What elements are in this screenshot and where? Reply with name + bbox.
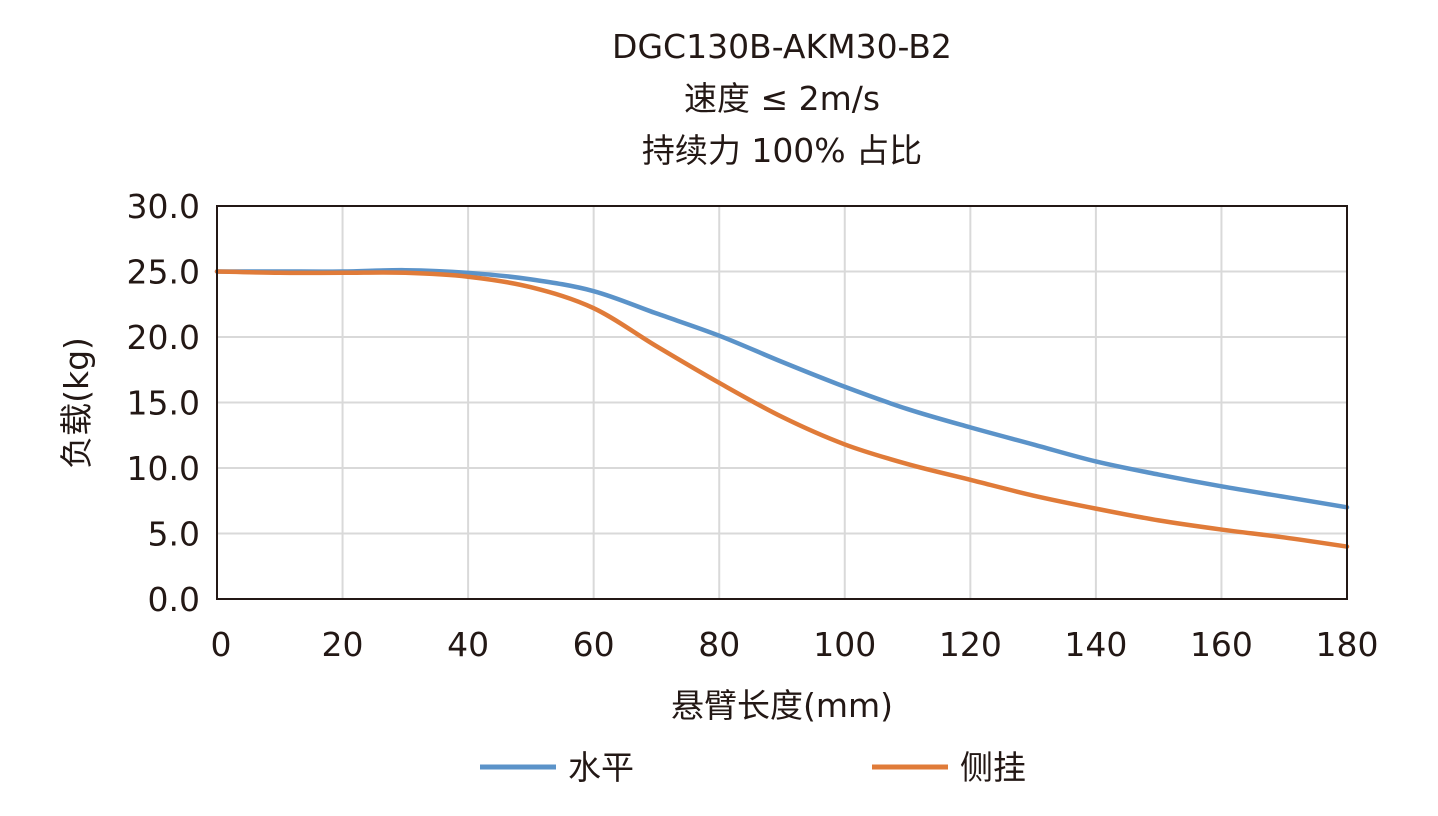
legend-label: 水平 — [568, 748, 634, 787]
plot-frame — [216, 205, 1348, 600]
y-tick-label: 10.0 — [127, 449, 200, 488]
series-line-1 — [214, 269, 1350, 549]
chart-title: DGC130B-AKM30-B2 速度 ≤ 2m/s 持续力 100% 占比 — [612, 27, 952, 170]
chart-title-line: 速度 ≤ 2m/s — [684, 79, 880, 118]
x-tick-label: 0 — [211, 625, 232, 664]
x-tick-label: 100 — [813, 625, 876, 664]
x-tick-label: 40 — [447, 625, 489, 664]
series-line-0 — [214, 267, 1350, 510]
y-axis: 0.0 5.0 10.0 15.0 20.0 25.0 30.0 — [127, 187, 200, 619]
y-tick-label: 5.0 — [148, 515, 200, 554]
x-tick-label: 180 — [1316, 625, 1379, 664]
legend-label: 侧挂 — [960, 748, 1026, 787]
x-axis: 0 20 40 60 80 100 120 140 160 180 — [211, 625, 1379, 664]
chart-title-line: 持续力 100% 占比 — [642, 131, 922, 170]
x-tick-label: 60 — [573, 625, 615, 664]
y-tick-label: 30.0 — [127, 187, 200, 226]
x-tick-label: 20 — [322, 625, 364, 664]
x-tick-label: 80 — [698, 625, 740, 664]
y-tick-label: 20.0 — [127, 318, 200, 357]
x-tick-label: 120 — [939, 625, 1002, 664]
x-tick-label: 140 — [1064, 625, 1127, 664]
y-tick-label: 25.0 — [127, 253, 200, 292]
series-lines — [214, 267, 1350, 549]
chart-title-line: DGC130B-AKM30-B2 — [612, 27, 952, 66]
grid — [216, 205, 1348, 600]
legend: 水平 侧挂 — [480, 748, 1026, 787]
x-axis-label: 悬臂长度(mm) — [671, 686, 893, 725]
y-axis-label: 负载(kg) — [57, 337, 96, 469]
x-tick-label: 160 — [1190, 625, 1253, 664]
y-tick-label: 0.0 — [148, 580, 200, 619]
y-tick-label: 15.0 — [127, 384, 200, 423]
